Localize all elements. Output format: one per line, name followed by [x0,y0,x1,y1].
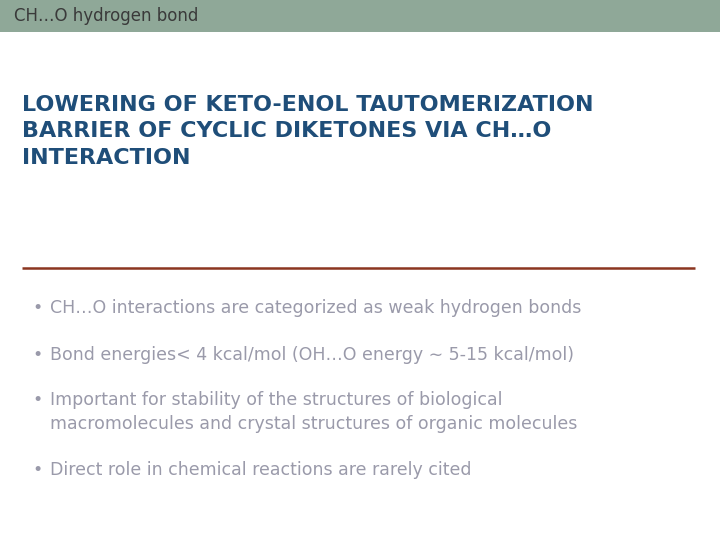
Text: Important for stability of the structures of biological
macromolecules and cryst: Important for stability of the structure… [50,391,577,433]
Text: CH…O interactions are categorized as weak hydrogen bonds: CH…O interactions are categorized as wea… [50,299,581,317]
Text: Bond energies< 4 kcal/mol (OH…O energy ∼ 5-15 kcal/mol): Bond energies< 4 kcal/mol (OH…O energy ∼… [50,346,574,364]
Text: •: • [32,461,42,479]
Text: •: • [32,299,42,317]
Text: LOWERING OF KETO-ENOL TAUTOMERIZATION
BARRIER OF CYCLIC DIKETONES VIA CH…O
INTER: LOWERING OF KETO-ENOL TAUTOMERIZATION BA… [22,95,593,168]
Text: Direct role in chemical reactions are rarely cited: Direct role in chemical reactions are ra… [50,461,472,479]
Text: •: • [32,346,42,364]
Text: •: • [32,391,42,409]
Text: CH…O hydrogen bond: CH…O hydrogen bond [14,7,199,25]
